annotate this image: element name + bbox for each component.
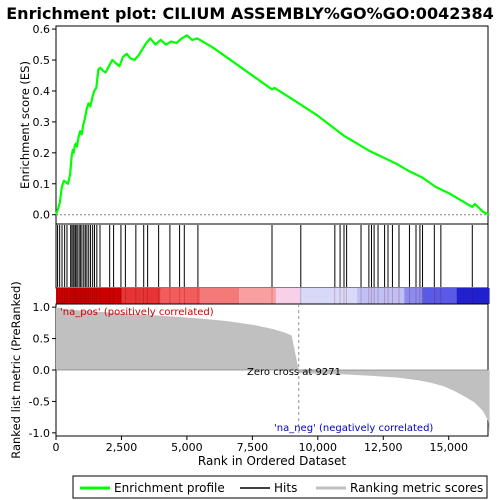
hits-group	[57, 225, 473, 287]
color-bar-segment	[56, 288, 122, 304]
color-bar-segment	[121, 288, 161, 304]
x-tick-label: 0	[53, 441, 60, 454]
pos-correlated-label: 'na_pos' (positively correlated)	[60, 307, 214, 318]
legend: Enrichment profile Hits Ranking metric s…	[72, 475, 488, 499]
x-axis-label: Rank in Ordered Dataset	[198, 454, 346, 468]
es-y-tick-label: 0.5	[33, 54, 51, 67]
es-y-tick-label: 0.6	[33, 23, 51, 36]
neg-correlated-label: 'na_neg' (negatively correlated)	[274, 423, 433, 434]
color-bar-segment	[422, 288, 457, 304]
zero-cross-label: Zero cross at 9271	[247, 367, 341, 378]
color-bar-segment	[239, 288, 276, 304]
chart-title: Enrichment plot: CILIUM ASSEMBLY%GO%GO:0…	[6, 4, 493, 23]
color-bar-segment	[275, 288, 300, 304]
x-tick-label: 15,000	[429, 441, 468, 454]
legend-metric-label: Ranking metric scores	[350, 481, 483, 495]
metric-y-axis: 1.0 0.5 0.0 -0.5 -1.0	[29, 301, 56, 440]
es-y-tick-label: 0.4	[33, 85, 51, 98]
x-tick-label: 7,500	[237, 441, 269, 454]
metric-y-tick-label: -1.0	[29, 427, 50, 440]
metric-y-tick-label: -0.5	[29, 395, 50, 408]
color-bar-segment	[160, 288, 200, 304]
x-tick-label: 10,000	[299, 441, 338, 454]
es-y-tick-label: 0.3	[33, 116, 51, 129]
metric-y-axis-label: Ranked list metric (PreRanked)	[9, 281, 23, 459]
x-tick-label: 12,500	[364, 441, 403, 454]
x-axis: 0 2,500 5,000 7,500 10,000 12,500 15,000	[53, 436, 468, 454]
es-panel: 0.0 0.1 0.2 0.3 0.4 0.5 0.6 Enrichment score (…	[18, 23, 490, 225]
x-tick-label: 2,500	[106, 441, 138, 454]
es-y-tick-label: 0.1	[33, 178, 51, 191]
hits-panel	[55, 223, 489, 289]
color-bar-segment	[404, 288, 423, 304]
color-bar-segment	[357, 288, 405, 304]
metric-panel: 1.0 0.5 0.0 -0.5 -1.0 Ranked list metric (Pr…	[9, 281, 490, 459]
es-y-tick-label: 0.0	[33, 209, 51, 222]
enrichment-profile-line	[54, 34, 490, 216]
metric-y-tick-label: 0.0	[33, 364, 51, 377]
metric-y-tick-label: 1.0	[33, 301, 51, 314]
es-y-axis-label: Enrichment score (ES)	[18, 61, 32, 189]
metric-y-tick-label: 0.5	[33, 333, 51, 346]
legend-enrichment-label: Enrichment profile	[114, 481, 225, 495]
es-curve-group	[54, 34, 490, 216]
color-bar-segment	[299, 288, 358, 304]
legend-box	[72, 475, 488, 499]
color-bar-segment	[200, 288, 240, 304]
rank-color-bar	[56, 288, 490, 304]
legend-hits-label: Hits	[274, 481, 297, 495]
es-y-tick-label: 0.2	[33, 147, 51, 160]
metric-area-group	[56, 304, 490, 436]
es-panel-frame	[55, 25, 489, 225]
color-bar-segment	[456, 288, 490, 304]
x-tick-label: 5,000	[171, 441, 203, 454]
es-y-axis: 0.0 0.1 0.2 0.3 0.4 0.5 0.6	[33, 23, 56, 222]
